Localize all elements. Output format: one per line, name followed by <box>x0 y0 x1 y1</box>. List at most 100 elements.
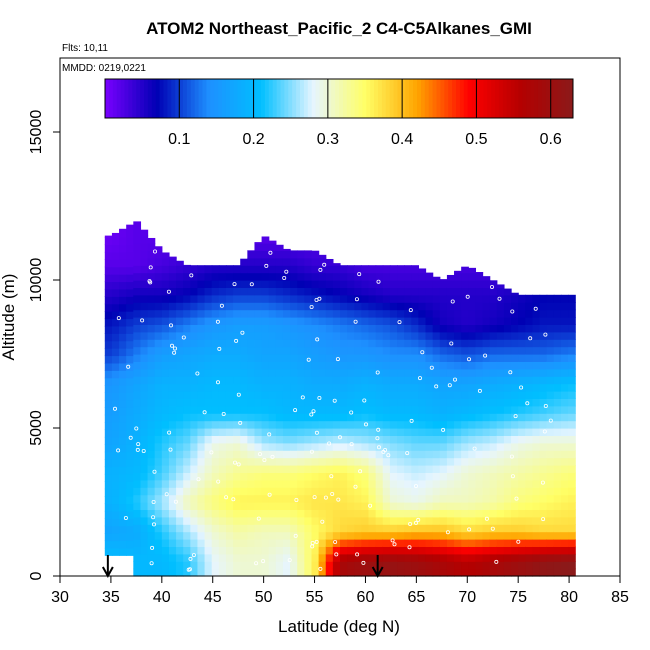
heatmap-cell <box>382 317 391 325</box>
heatmap-cell <box>496 346 505 355</box>
heatmap-cell <box>233 509 241 518</box>
sample-point <box>128 435 133 440</box>
heatmap-cell <box>539 524 548 533</box>
heatmap-cell <box>411 435 419 444</box>
heatmap-cell <box>104 399 113 408</box>
sample-point <box>309 412 314 417</box>
heatmap-cell <box>225 265 234 274</box>
heatmap-cell <box>168 568 177 577</box>
sample-point <box>357 272 362 277</box>
heatmap-cell <box>375 450 384 459</box>
heatmap-cell <box>161 413 170 422</box>
heatmap-cell <box>446 294 455 303</box>
heatmap-cell <box>233 435 241 444</box>
heatmap-cell <box>489 302 498 311</box>
heatmap-cell <box>503 383 512 392</box>
heatmap-cell <box>176 524 184 533</box>
colorbar-swatch <box>491 79 496 118</box>
heatmap-cell <box>511 435 519 444</box>
heatmap-cell <box>518 294 526 303</box>
heatmap-cell <box>361 280 370 288</box>
heatmap-cell <box>161 516 170 525</box>
heatmap-cell <box>560 553 569 562</box>
heatmap-cell <box>354 435 362 444</box>
heatmap-cell <box>546 413 555 422</box>
heatmap-cell <box>482 465 491 473</box>
sample-point <box>358 469 363 474</box>
heatmap-cell <box>240 465 248 473</box>
sample-point <box>219 303 224 308</box>
heatmap-cell <box>318 561 327 570</box>
heatmap-cell <box>503 487 512 496</box>
heatmap-cell <box>147 428 156 436</box>
heatmap-cell <box>368 450 377 459</box>
colorbar-swatch <box>229 79 235 118</box>
heatmap-cell <box>532 457 541 466</box>
heatmap-cell <box>454 450 462 459</box>
colorbar-swatch <box>502 79 508 118</box>
heatmap-cell <box>254 265 263 274</box>
heatmap-cell <box>475 361 484 370</box>
heatmap-cell <box>468 391 477 399</box>
heatmap-cell <box>511 391 519 399</box>
heatmap-cell <box>446 487 455 496</box>
heatmap-cell <box>211 317 220 325</box>
heatmap-cell <box>382 546 391 555</box>
heatmap-cell <box>418 465 427 473</box>
heatmap-cell <box>425 546 434 555</box>
heatmap-cell <box>211 361 220 370</box>
heatmap-cell <box>318 368 327 377</box>
heatmap-cell <box>347 368 355 377</box>
heatmap-cell <box>368 516 377 525</box>
heatmap-cell <box>397 265 405 274</box>
heatmap-cell <box>233 361 241 370</box>
heatmap-cell <box>475 302 484 311</box>
heatmap-cell <box>218 361 227 370</box>
heatmap-cell <box>104 281 113 290</box>
heatmap-cell <box>489 287 498 296</box>
heatmap-cell <box>225 502 234 510</box>
colorbar-swatch <box>249 79 254 118</box>
heatmap-cell <box>454 531 462 540</box>
heatmap-cell <box>332 398 341 407</box>
heatmap-cell <box>168 450 177 459</box>
heatmap-cell <box>183 354 191 362</box>
heatmap-cell <box>147 420 156 429</box>
heatmap-cell <box>290 472 298 481</box>
heatmap-cell <box>340 465 348 473</box>
sample-point <box>172 346 177 351</box>
heatmap-cell <box>111 422 120 431</box>
heatmap-cell <box>496 324 505 333</box>
heatmap-cell <box>211 502 220 510</box>
heatmap-cell <box>204 398 213 407</box>
heatmap-cell <box>126 340 134 349</box>
heatmap-cell <box>354 524 362 533</box>
heatmap-cell <box>482 531 491 540</box>
heatmap-cell <box>347 376 355 385</box>
heatmap-cell <box>168 287 177 296</box>
heatmap-cell <box>482 302 491 311</box>
heatmap-cell <box>546 346 555 355</box>
heatmap-cell <box>568 324 576 333</box>
heatmap-cell <box>446 568 455 577</box>
heatmap-cell <box>268 376 277 385</box>
heatmap-cell <box>119 274 127 283</box>
heatmap-cell <box>140 509 149 518</box>
heatmap-cell <box>539 502 548 510</box>
heatmap-cell <box>111 251 120 260</box>
heatmap-cell <box>240 331 248 340</box>
heatmap-cell <box>154 280 163 288</box>
heatmap-cell <box>347 553 355 562</box>
heatmap-cell <box>411 509 419 518</box>
heatmap-cell <box>183 487 191 496</box>
heatmap-cell <box>503 457 512 466</box>
heatmap-cell <box>304 398 313 407</box>
heatmap-cell <box>261 428 270 436</box>
heatmap-cell <box>197 317 206 325</box>
heatmap-cell <box>347 280 355 288</box>
heatmap-cell <box>454 383 462 392</box>
heatmap-cell <box>168 487 177 496</box>
heatmap-cell <box>261 376 270 385</box>
heatmap-cell <box>290 561 298 570</box>
sample-point <box>293 408 298 413</box>
